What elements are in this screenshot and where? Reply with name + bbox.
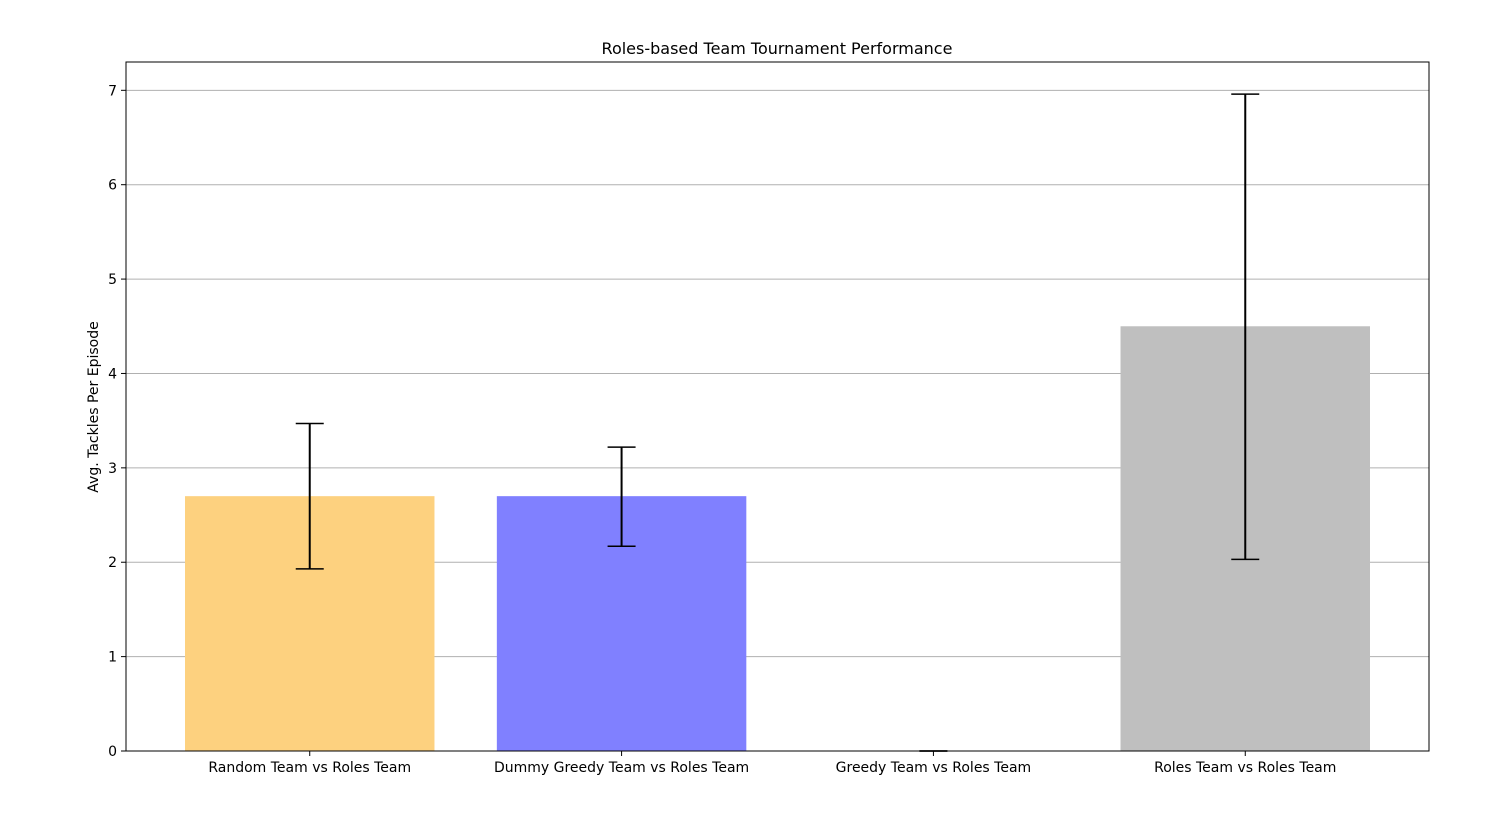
y-tick-label: 0 [108,744,117,760]
x-tick-label: Dummy Greedy Team vs Roles Team [494,760,749,776]
y-tick-label: 3 [108,461,117,477]
x-axis: Random Team vs Roles Team Dummy Greedy Te… [208,751,1336,776]
y-tick-label: 7 [108,83,117,99]
y-tick-label: 4 [108,366,117,382]
plot-frame [125,61,1430,752]
chart-title: Roles-based Team Tournament Performance [602,39,953,58]
y-tick-label: 6 [108,178,117,194]
x-tick-label: Greedy Team vs Roles Team [836,760,1032,776]
y-tick-label: 5 [108,272,117,288]
error-bars [295,93,1260,752]
x-tick-label: Roles Team vs Roles Team [1154,760,1336,776]
y-axis-label: Avg. Tackles Per Episode [86,321,102,492]
x-tick-label: Random Team vs Roles Team [208,760,411,776]
y-tick-label: 1 [108,650,117,666]
y-tick-label: 2 [108,555,117,571]
y-axis: 0 1 2 3 4 5 6 7 [108,83,126,760]
